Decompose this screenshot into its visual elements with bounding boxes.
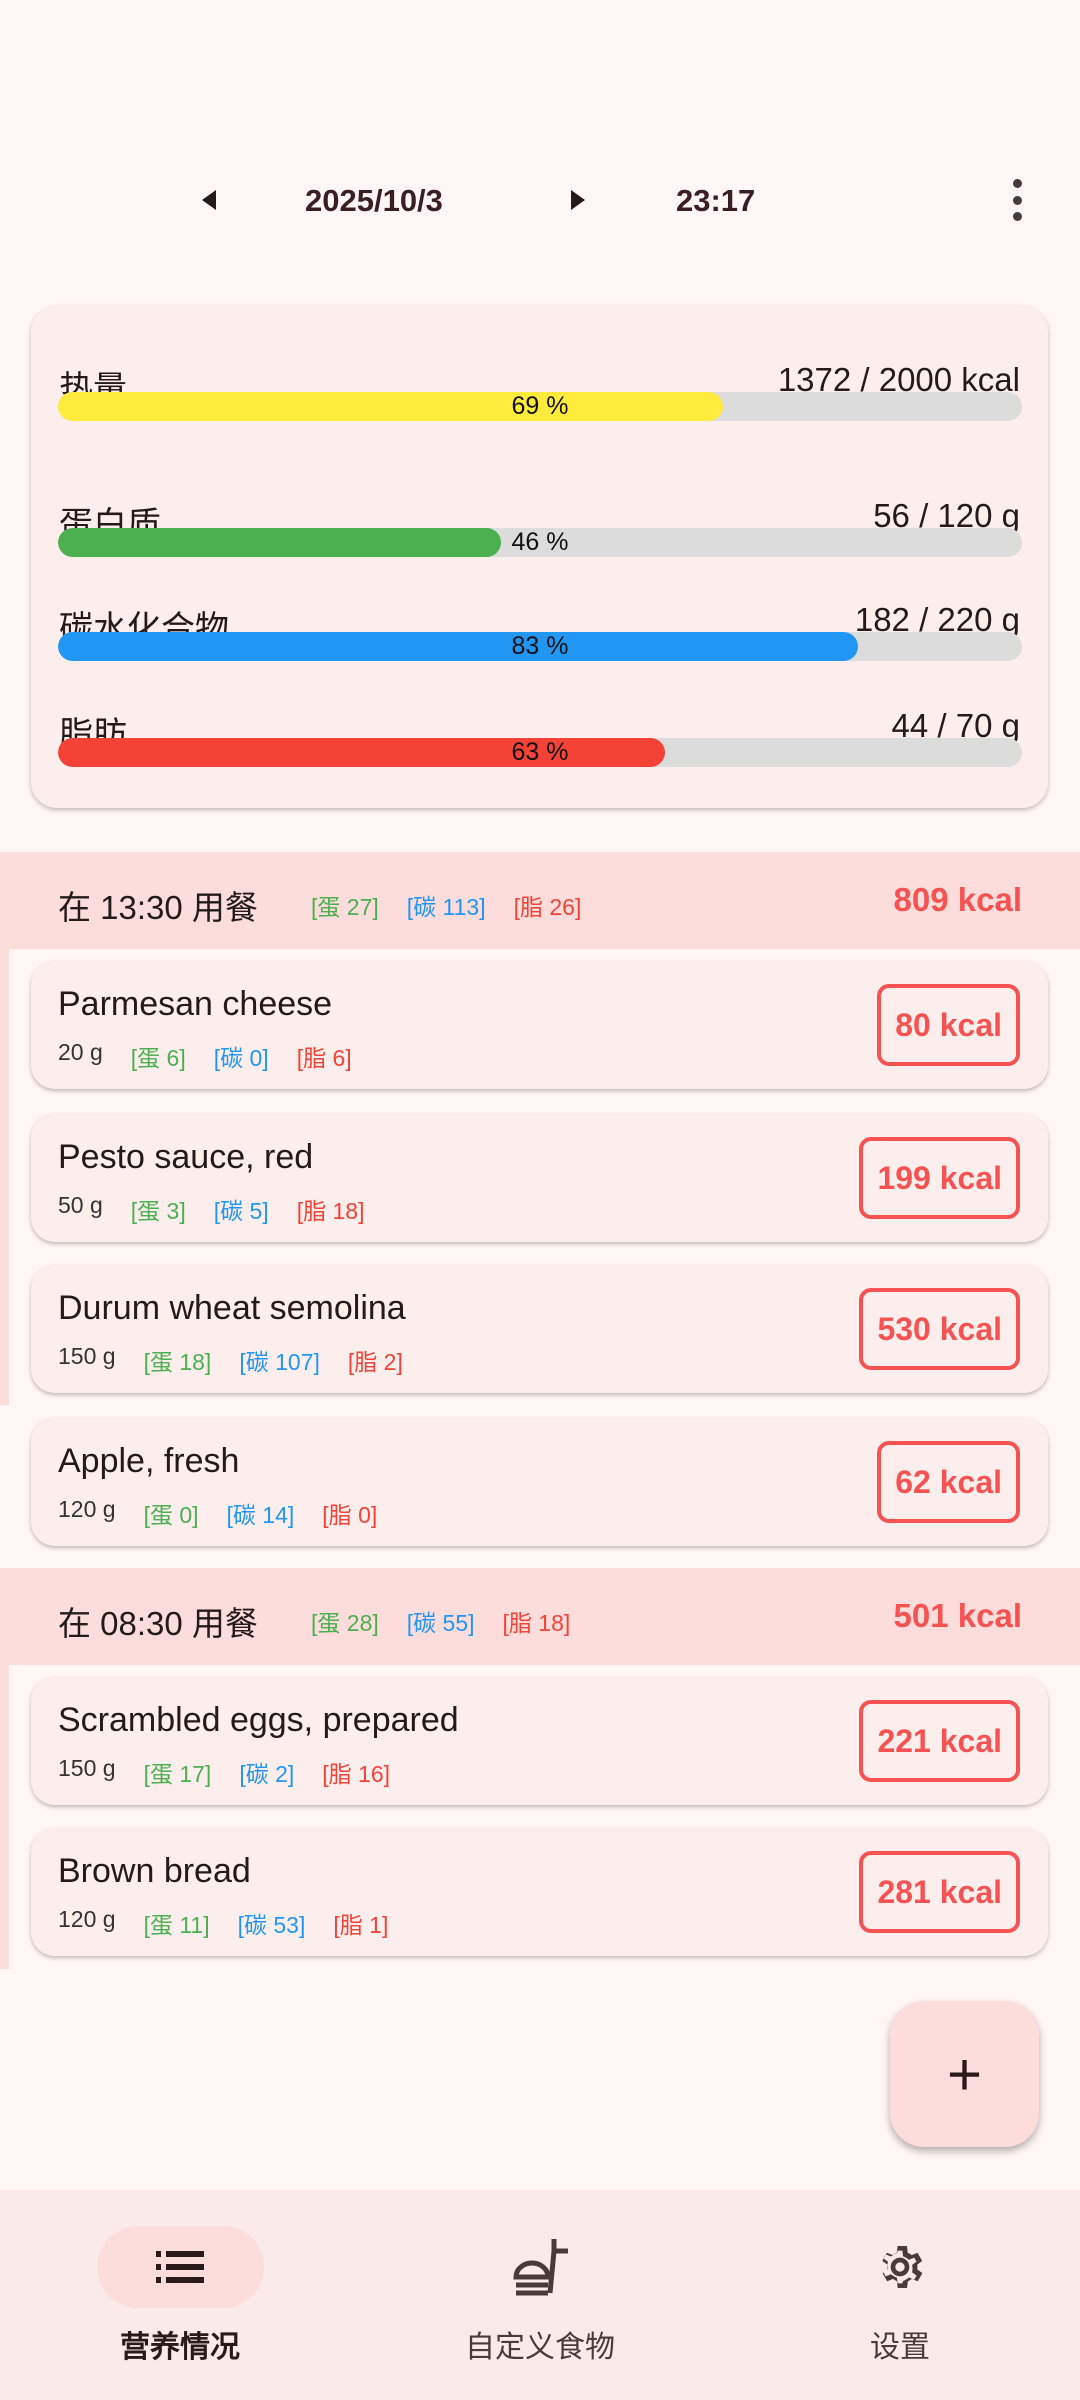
nav-nutrition[interactable]: 营养情况 <box>0 2190 360 2400</box>
progress-percent: 83 % <box>511 632 569 660</box>
list-icon <box>156 2251 204 2283</box>
add-icon: + <box>946 2040 983 2108</box>
progress-fill <box>58 392 724 421</box>
meal-header[interactable]: 在 08:30 用餐 [蛋 28] [碳 55] [脂 18] 501 kcal <box>0 1568 1080 1665</box>
food-amount: 50 g <box>58 1192 103 1218</box>
food-name: Parmesan cheese <box>58 985 333 1023</box>
food-name: Durum wheat semolina <box>58 1289 406 1327</box>
food-item[interactable]: Brown bread 120 g [蛋 11] [碳 53] [脂 1] 28… <box>31 1828 1048 1956</box>
food-protein: [蛋 11] <box>143 1912 210 1938</box>
food-item[interactable]: Scrambled eggs, prepared 150 g [蛋 17] [碳… <box>31 1677 1048 1805</box>
food-name: Pesto sauce, red <box>58 1138 314 1176</box>
bottom-navigation: 营养情况 自定义食物 设置 <box>0 2190 1080 2400</box>
food-fat: [脂 1] <box>333 1912 389 1938</box>
food-name: Brown bread <box>58 1852 251 1890</box>
nav-label: 自定义食物 <box>465 2331 615 2364</box>
food-item[interactable]: Pesto sauce, red 50 g [蛋 3] [碳 5] [脂 18]… <box>31 1114 1048 1242</box>
progress-percent: 69 % <box>511 392 569 420</box>
nutrient-progress-bar: 46 % <box>58 528 1022 557</box>
previous-day-button[interactable] <box>190 170 230 230</box>
food-item[interactable]: Apple, fresh 120 g [蛋 0] [碳 14] [脂 0] 62… <box>31 1418 1048 1546</box>
food-kcal-badge: 530 kcal <box>859 1288 1020 1370</box>
progress-fill <box>58 738 666 767</box>
meal-rail <box>0 949 9 1405</box>
food-fat: [脂 6] <box>296 1045 352 1071</box>
meal-protein: [蛋 27] <box>311 894 379 920</box>
meal-kcal: 809 kcal <box>893 881 1022 918</box>
triangle-right-icon <box>571 190 585 210</box>
food-fat: [脂 0] <box>322 1502 378 1528</box>
nutrient-progress-bar: 63 % <box>58 738 1022 767</box>
food-kcal-badge: 199 kcal <box>859 1137 1020 1219</box>
food-fat: [脂 18] <box>296 1198 365 1224</box>
food-protein: [蛋 17] <box>143 1761 212 1787</box>
time-label[interactable]: 23:17 <box>676 183 756 218</box>
progress-fill <box>58 632 859 661</box>
nutrient-progress-bar: 69 % <box>58 392 1022 421</box>
meal-title: 在 13:30 用餐 <box>58 889 258 926</box>
food-carbs: [碳 2] <box>239 1761 295 1787</box>
food-amount: 150 g <box>58 1343 116 1369</box>
nutrient-progress-bar: 83 % <box>58 632 1022 661</box>
food-carbs: [碳 14] <box>226 1502 295 1528</box>
food-amount: 20 g <box>58 1039 103 1065</box>
add-food-button[interactable]: + <box>890 2001 1039 2147</box>
meal-fat: [脂 18] <box>502 1610 571 1636</box>
meal-title: 在 08:30 用餐 <box>58 1605 258 1642</box>
meal-carbs: [碳 113] <box>406 894 486 920</box>
meal-carbs: [碳 55] <box>406 1610 475 1636</box>
nutrition-summary-card: 热量 1372 / 2000 kcal 69 % 蛋白质 56 / 120 g 4… <box>31 306 1048 808</box>
food-kcal-badge: 281 kcal <box>859 1851 1020 1933</box>
nav-custom-food[interactable]: 自定义食物 <box>360 2190 720 2400</box>
progress-percent: 46 % <box>511 528 569 556</box>
food-carbs: [碳 5] <box>213 1198 269 1224</box>
nutrient-value: 44 / 70 g <box>891 707 1020 744</box>
food-protein: [蛋 18] <box>143 1349 212 1375</box>
nav-label: 设置 <box>870 2331 930 2364</box>
nutrient-value: 1372 / 2000 kcal <box>777 361 1020 398</box>
fastfood-icon <box>513 2239 568 2296</box>
food-fat: [脂 16] <box>322 1761 391 1787</box>
nav-settings[interactable]: 设置 <box>720 2190 1080 2400</box>
meal-kcal: 501 kcal <box>893 1597 1022 1634</box>
progress-percent: 63 % <box>511 738 569 766</box>
meal-protein: [蛋 28] <box>311 1610 379 1636</box>
triangle-left-icon <box>202 190 216 210</box>
date-label[interactable]: 2025/10/3 <box>305 183 443 218</box>
food-carbs: [碳 107] <box>239 1349 320 1375</box>
food-protein: [蛋 3] <box>130 1198 186 1224</box>
food-item[interactable]: Durum wheat semolina 150 g [蛋 18] [碳 107… <box>31 1265 1048 1393</box>
food-kcal-badge: 80 kcal <box>877 984 1020 1066</box>
nutrient-value: 182 / 220 g <box>854 601 1020 638</box>
food-name: Scrambled eggs, prepared <box>58 1701 459 1739</box>
meal-rail <box>0 1665 9 1969</box>
food-carbs: [碳 0] <box>213 1045 269 1071</box>
next-day-button[interactable] <box>557 170 597 230</box>
meal-fat: [脂 26] <box>513 894 582 920</box>
food-carbs: [碳 53] <box>237 1912 306 1938</box>
food-protein: [蛋 6] <box>130 1045 186 1071</box>
nav-label: 营养情况 <box>120 2331 240 2364</box>
food-name: Apple, fresh <box>58 1442 240 1480</box>
meal-header[interactable]: 在 13:30 用餐 [蛋 27] [碳 113] [脂 26] 809 kca… <box>0 852 1080 949</box>
food-item[interactable]: Parmesan cheese 20 g [蛋 6] [碳 0] [脂 6] 8… <box>31 961 1048 1089</box>
more-menu-button[interactable] <box>1000 175 1034 225</box>
food-kcal-badge: 62 kcal <box>877 1441 1020 1523</box>
food-amount: 120 g <box>58 1906 116 1932</box>
gear-icon <box>882 2246 923 2288</box>
food-protein: [蛋 0] <box>143 1502 199 1528</box>
food-amount: 150 g <box>58 1755 116 1781</box>
food-amount: 120 g <box>58 1496 116 1522</box>
nutrient-value: 56 / 120 g <box>873 497 1020 534</box>
food-fat: [脂 2] <box>347 1349 403 1375</box>
food-kcal-badge: 221 kcal <box>859 1700 1020 1782</box>
progress-fill <box>58 528 502 557</box>
